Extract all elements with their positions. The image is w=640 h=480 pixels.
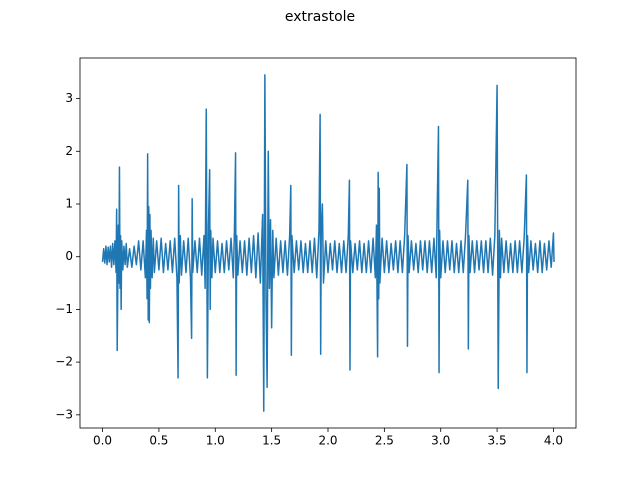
- plot-frame: [79, 57, 577, 429]
- x-tick-label: 3.5: [488, 434, 507, 448]
- signal-line: [101, 74, 555, 412]
- x-tick-label: 0.5: [149, 434, 168, 448]
- x-tick-label: 0.0: [93, 434, 112, 448]
- y-tick-label: 2: [65, 144, 73, 158]
- y-tick-label: 1: [65, 196, 73, 210]
- x-tick-label: 3.0: [431, 434, 450, 448]
- x-tick-label: 1.5: [262, 434, 281, 448]
- x-tick-label: 1.0: [206, 434, 225, 448]
- x-tick-label: 4.0: [544, 434, 563, 448]
- x-tick-label: 2.5: [375, 434, 394, 448]
- y-tick-label: 0: [65, 249, 73, 263]
- y-tick-label: −1: [55, 302, 73, 316]
- y-tick-label: 3: [65, 91, 73, 105]
- y-tick-label: −3: [55, 407, 73, 421]
- x-tick-label: 2.0: [318, 434, 337, 448]
- y-tick-label: −2: [55, 355, 73, 369]
- chart-title: extrastole: [285, 9, 355, 25]
